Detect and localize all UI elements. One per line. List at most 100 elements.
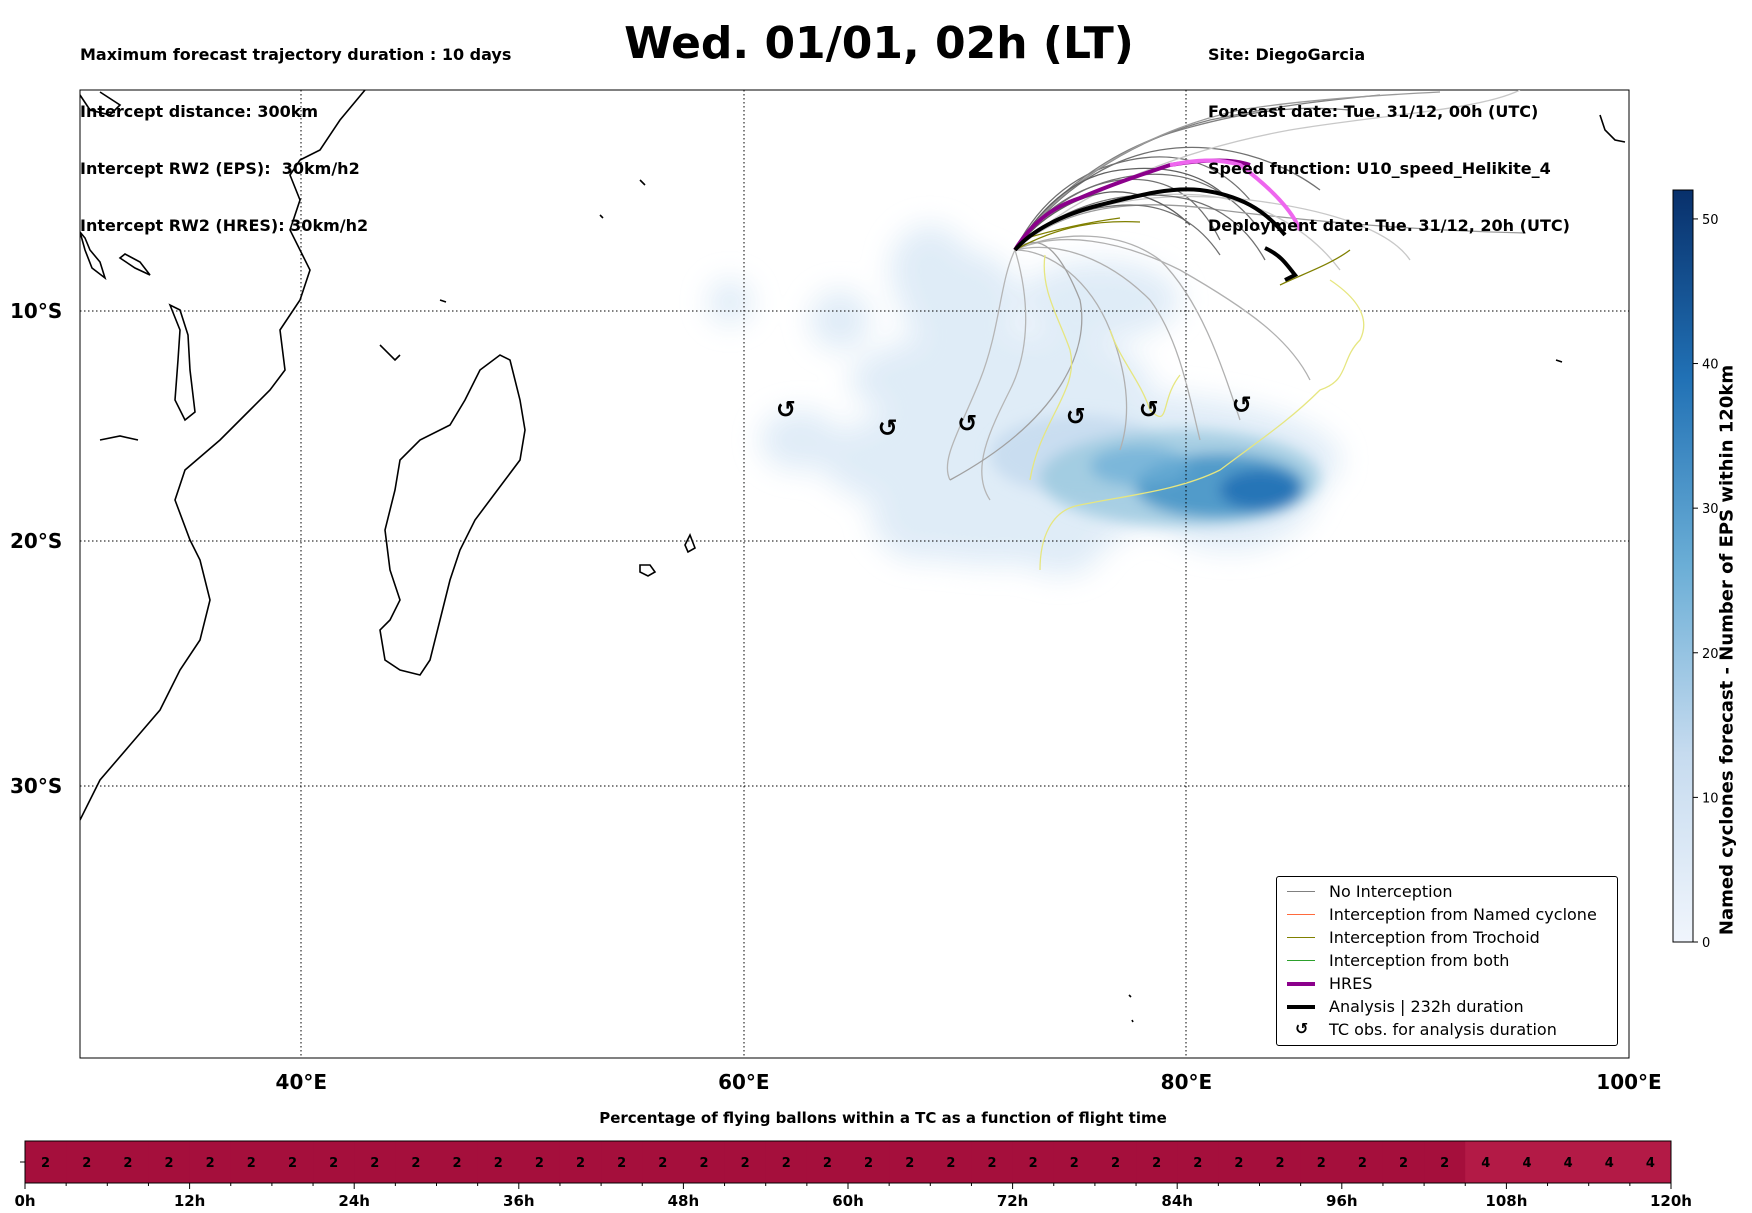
legend-label: No Interception (1329, 882, 1453, 901)
flight-time-cell (1382, 1141, 1425, 1183)
flight-time-tick-label: 0h (14, 1192, 35, 1210)
lat-tick-labels: 10°S 20°S 30°S (10, 299, 62, 798)
flight-time-cell-label: 2 (1029, 1156, 1038, 1171)
colorbar-tick-label: 0 (1702, 936, 1710, 951)
gridlines (80, 90, 1629, 1058)
flight-time-cell-label: 2 (1111, 1156, 1120, 1171)
flight-time-cell (848, 1141, 890, 1183)
flight-time-cell (230, 1141, 273, 1183)
tc-obs-marker: ↺ (1232, 391, 1252, 419)
flight-time-cell-label: 2 (123, 1156, 132, 1171)
legend-label: Interception from Trochoid (1329, 928, 1540, 947)
lat-tick-label: 20°S (10, 529, 62, 553)
colorbar-tick-label: 40 (1702, 358, 1719, 373)
flight-time-cell-label: 2 (617, 1156, 626, 1171)
flight-time-cell-label: 2 (1152, 1156, 1161, 1171)
analysis-track (1013, 187, 1287, 252)
flight-time-cell (107, 1141, 149, 1183)
tc-obs-markers: ↺ ↺ ↺ ↺ ↺ ↺ (776, 391, 1252, 442)
flight-time-cell-label: 2 (1234, 1156, 1243, 1171)
header-left-line-1: Maximum forecast trajectory duration : 1… (80, 45, 512, 64)
flight-time-cell-label: 4 (1481, 1156, 1490, 1171)
header-right-line-4: Deployment date: Tue. 31/12, 20h (UTC) (1208, 216, 1570, 235)
flight-time-cell-label: 2 (247, 1156, 256, 1171)
flight-time-cell (806, 1141, 849, 1183)
legend-item-no-interception: No Interception (1277, 881, 1617, 903)
flight-time-cell (930, 1141, 972, 1183)
flight-time-cell-label: 2 (1193, 1156, 1202, 1171)
flight-time-cell-label: 2 (1317, 1156, 1326, 1171)
page-title: Wed. 01/01, 02h (LT) (0, 18, 1752, 69)
flight-time-tick-label: 24h (338, 1192, 370, 1210)
analysis-track-tail (1264, 246, 1299, 282)
flight-time-cell-label: 2 (453, 1156, 462, 1171)
legend-label: Interception from both (1329, 951, 1510, 970)
colorbar-tick-label: 20 (1702, 647, 1719, 662)
flight-time-cell (1424, 1141, 1466, 1183)
flight-time-cell (354, 1141, 396, 1183)
flight-time-cell-label: 2 (206, 1156, 215, 1171)
legend-item-named-cyclone: Interception from Named cyclone (1277, 904, 1617, 926)
colorbar-label: Named cyclones forecast - Number of EPS … (1716, 364, 1738, 936)
flight-time-cell (1506, 1141, 1549, 1183)
flight-time-cell-label: 2 (1276, 1156, 1285, 1171)
tc-obs-icon: ↺ (1295, 1019, 1309, 1038)
tc-obs-marker: ↺ (1066, 402, 1086, 430)
flight-time-cell-label: 4 (1646, 1156, 1655, 1171)
lon-tick-label: 80°E (1161, 1070, 1213, 1094)
legend-item-analysis: Analysis | 232h duration (1277, 996, 1617, 1018)
colorbar (1672, 189, 1694, 943)
flight-time-cell-label: 2 (82, 1156, 91, 1171)
flight-time-cell-label: 4 (1605, 1156, 1614, 1171)
flight-time-cell-label: 4 (1564, 1156, 1573, 1171)
header-right-line-2: Forecast date: Tue. 31/12, 00h (UTC) (1208, 102, 1539, 121)
flight-time-cell-label: 2 (165, 1156, 174, 1171)
hres-track-tail (1169, 158, 1302, 231)
flight-time-cell (724, 1141, 767, 1183)
flight-time-cell-label: 2 (782, 1156, 791, 1171)
flight-time-cell-label: 2 (1358, 1156, 1367, 1171)
header-right-line-3: Speed function: U10_speed_Helikite_4 (1208, 159, 1551, 178)
flight-time-cell (313, 1141, 355, 1183)
flight-time-cell-label: 2 (329, 1156, 338, 1171)
flight-time-cell-label: 2 (699, 1156, 708, 1171)
flight-time-cell (559, 1141, 602, 1183)
flight-time-bar-title: Percentage of flying ballons within a TC… (599, 1109, 1167, 1127)
flight-time-cell-label: 2 (411, 1156, 420, 1171)
colorbar-ticks: 0 10 20 30 40 50 (1693, 213, 1719, 951)
legend-item-hres: HRES (1277, 973, 1617, 995)
flight-time-tick-label: 84h (1161, 1192, 1193, 1210)
flight-time-cell (601, 1141, 643, 1183)
flight-time-cell-label: 2 (946, 1156, 955, 1171)
lon-tick-label: 60°E (718, 1070, 770, 1094)
lon-tick-label: 100°E (1596, 1070, 1661, 1094)
legend-label: TC obs. for analysis duration (1329, 1020, 1557, 1039)
flight-time-cell (1300, 1141, 1343, 1183)
colorbar-tick-label: 30 (1702, 502, 1719, 517)
flight-time-cell (1094, 1141, 1137, 1183)
flight-time-tick-label: 108h (1485, 1192, 1527, 1210)
flight-time-cell-label: 2 (1440, 1156, 1449, 1171)
header-left: Maximum forecast trajectory duration : 1… (80, 7, 511, 254)
flight-time-cell (1136, 1141, 1178, 1183)
lon-tick-labels: 40°E 60°E 80°E 100°E (276, 1070, 1662, 1094)
flight-time-tick-label: 60h (832, 1192, 864, 1210)
legend: No Interception Interception from Named … (1276, 876, 1618, 1046)
flight-time-cell (1177, 1141, 1219, 1183)
flight-time-cell (1629, 1141, 1672, 1183)
flight-time-cell (1588, 1141, 1631, 1183)
legend-item-both: Interception from both (1277, 950, 1617, 972)
flight-time-cell (889, 1141, 931, 1183)
flight-time-cell-label: 2 (905, 1156, 914, 1171)
flight-time-cell-label: 2 (658, 1156, 667, 1171)
lat-tick-label: 10°S (10, 299, 62, 323)
flight-time-bar: 2 2 2 2 2 2 2 2 2 2 2 2 2 2 2 2 2 2 2 2 2 2 2 2 2 2 2 2 2 2 2 2 2 2 2 4 4 4 4 4 (20, 1140, 1672, 1189)
flight-time-ticks: 0h 12h 24h 36h 48h 60h 72h 84h 96h 108h 120h (14, 1192, 1692, 1210)
flight-time-cell-label: 2 (576, 1156, 585, 1171)
flight-time-cell (66, 1141, 108, 1183)
legend-item-trochoid: Interception from Trochoid (1277, 927, 1617, 949)
flight-time-cell (1547, 1141, 1590, 1183)
legend-label: Analysis | 232h duration (1329, 997, 1524, 1016)
flight-time-cell (436, 1141, 479, 1183)
tc-obs-marker: ↺ (878, 414, 898, 442)
